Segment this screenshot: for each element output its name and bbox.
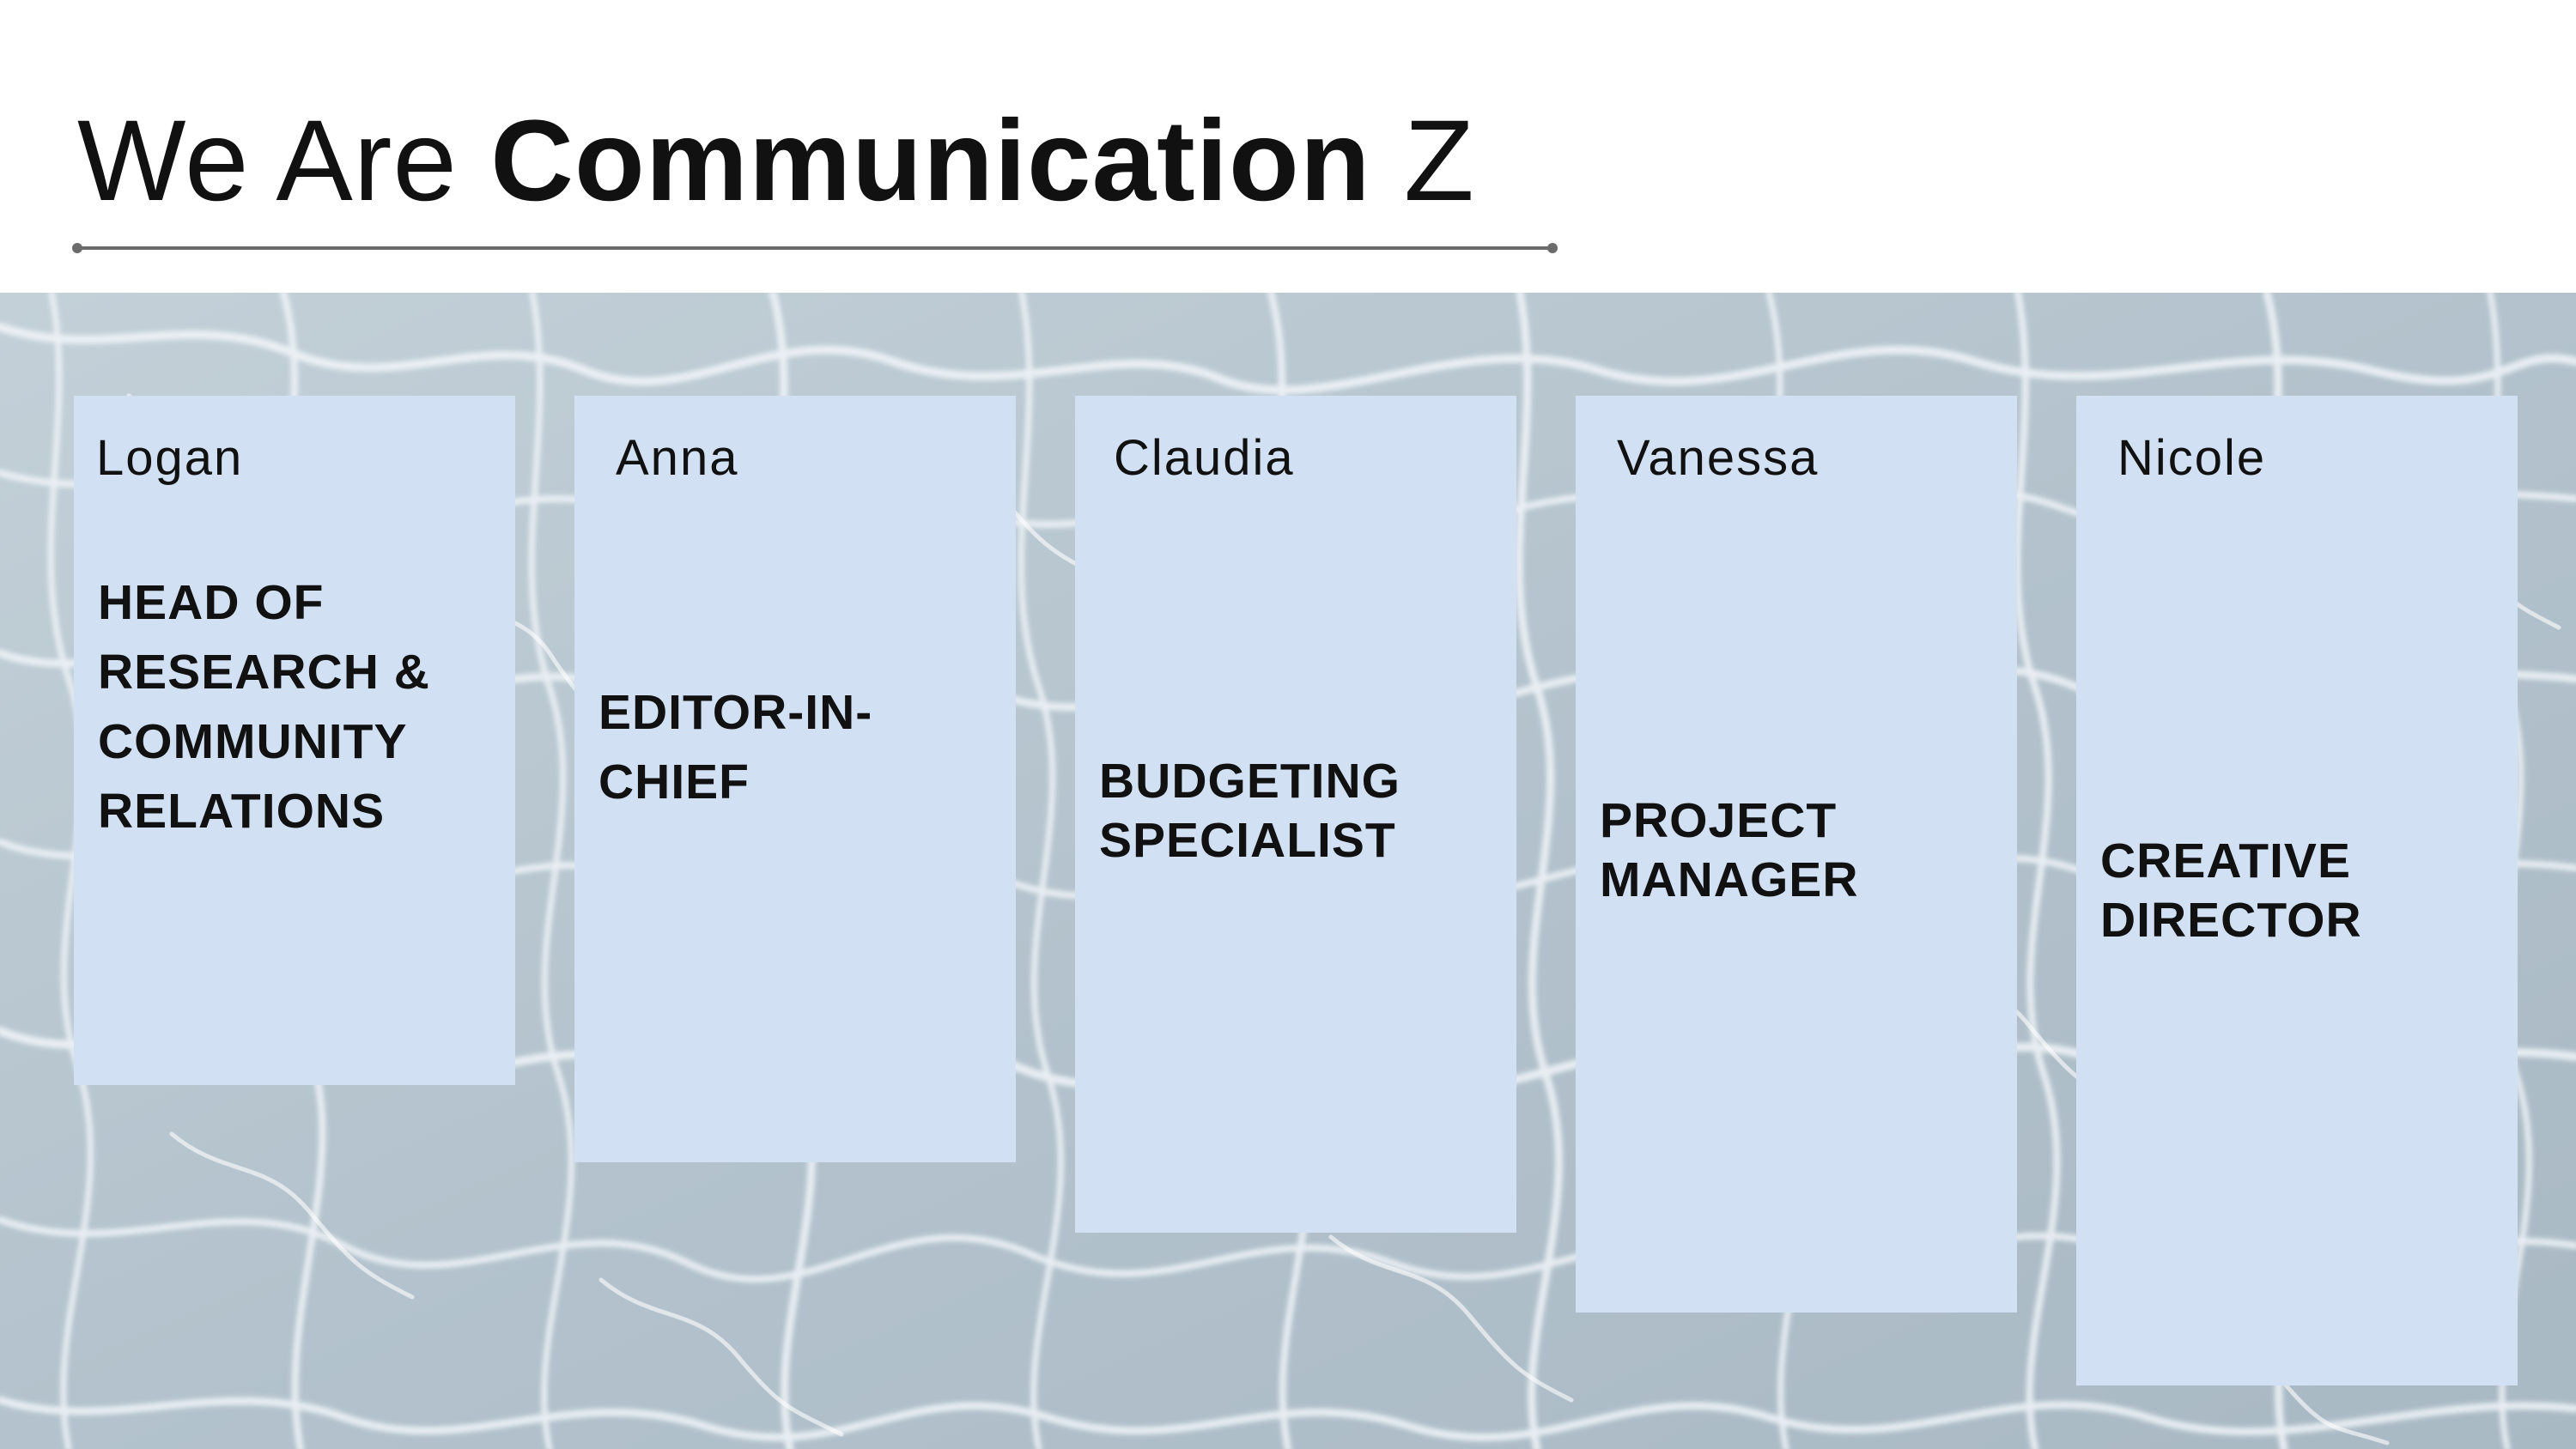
- member-name: Logan: [96, 430, 244, 486]
- title-underline: [77, 246, 1554, 250]
- member-name: Claudia: [1114, 430, 1295, 486]
- member-name: Vanessa: [1617, 430, 1820, 486]
- underline-left-dot: [72, 243, 82, 253]
- underline-right-dot: [1547, 243, 1558, 253]
- member-name: Nicole: [2117, 430, 2267, 486]
- member-role: PROJECT MANAGER: [1600, 793, 1859, 907]
- team-card-anna: Anna EDITOR-IN- CHIEF: [574, 396, 1016, 1162]
- team-card-vanessa: Vanessa PROJECT MANAGER: [1576, 396, 2017, 1313]
- team-card-nicole: Nicole CREATIVE DIRECTOR: [2076, 396, 2518, 1385]
- title-team-name: Communication: [490, 97, 1371, 225]
- member-role: HEAD OF RESEARCH & COMMUNITY RELATIONS: [98, 575, 430, 839]
- title-suffix: Z: [1403, 97, 1475, 225]
- member-role: CREATIVE DIRECTOR: [2100, 834, 2362, 948]
- member-role: BUDGETING SPECIALIST: [1099, 754, 1400, 868]
- member-name: Anna: [616, 430, 739, 486]
- member-role: EDITOR-IN- CHIEF: [598, 685, 873, 809]
- slide-title: We Are Communication Z: [77, 93, 1475, 230]
- team-card-claudia: Claudia BUDGETING SPECIALIST: [1075, 396, 1516, 1233]
- team-card-logan: Logan HEAD OF RESEARCH & COMMUNITY RELAT…: [74, 396, 515, 1085]
- title-prefix: We Are: [77, 97, 458, 225]
